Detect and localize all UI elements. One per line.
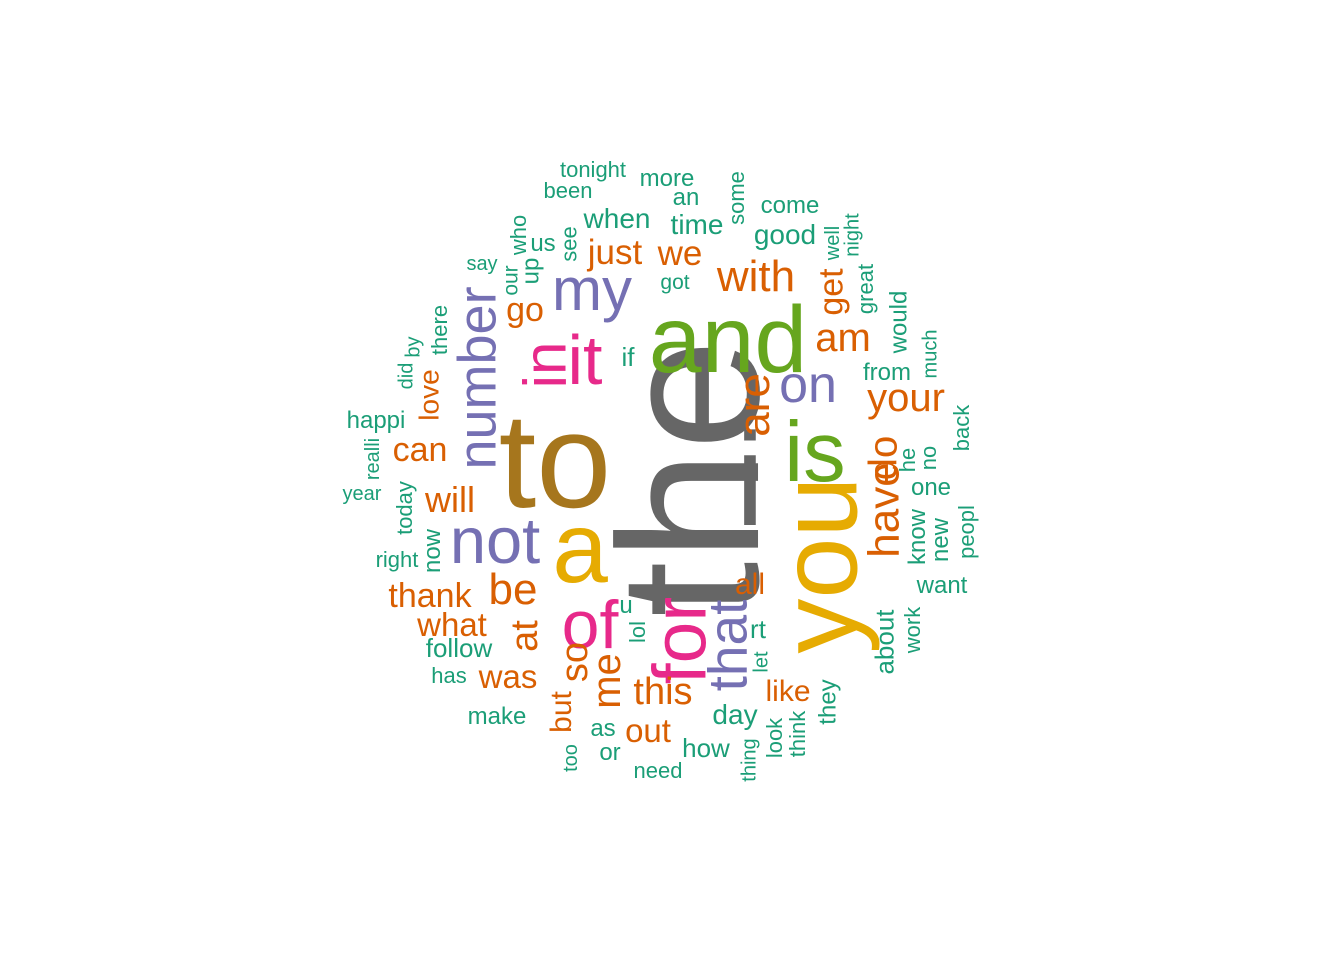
cloud-word-some: some bbox=[723, 171, 749, 225]
cloud-word-say: say bbox=[466, 253, 498, 275]
cloud-word-new: new bbox=[927, 517, 954, 563]
cloud-word-like: like bbox=[765, 675, 811, 708]
cloud-word-back: back bbox=[948, 404, 974, 452]
cloud-word-night: night bbox=[842, 213, 864, 257]
cloud-word-out: out bbox=[625, 711, 671, 749]
cloud-word-thing: thing bbox=[739, 738, 761, 782]
cloud-word-peopl: peopl bbox=[954, 505, 979, 559]
cloud-word-it: it bbox=[567, 321, 603, 399]
cloud-word-been: been bbox=[543, 178, 593, 203]
cloud-word-all: all bbox=[734, 568, 765, 601]
cloud-word-would: would bbox=[885, 290, 912, 354]
cloud-word-time: time bbox=[670, 209, 724, 240]
cloud-word-will: will bbox=[425, 479, 475, 520]
cloud-word-make: make bbox=[467, 703, 527, 730]
cloud-word-get: get bbox=[812, 268, 851, 316]
cloud-word-can: can bbox=[392, 431, 448, 469]
cloud-word-think: think bbox=[784, 710, 810, 758]
cloud-word-when: when bbox=[583, 203, 651, 234]
cloud-word-thank: thank bbox=[388, 577, 472, 615]
cloud-word-one: one bbox=[910, 474, 952, 501]
cloud-word-day: day bbox=[712, 699, 758, 730]
cloud-word-want: want bbox=[916, 572, 968, 599]
cloud-word-they: they bbox=[815, 679, 842, 725]
cloud-word-about: about bbox=[869, 609, 900, 675]
cloud-word-realli: realli bbox=[362, 437, 384, 481]
cloud-word-u: u bbox=[619, 592, 633, 619]
cloud-word-well: well bbox=[821, 225, 844, 261]
cloud-word-number: number bbox=[448, 286, 508, 470]
cloud-word-who: who bbox=[505, 214, 531, 256]
cloud-word-us: us bbox=[530, 230, 556, 257]
cloud-word-more: more bbox=[639, 165, 695, 192]
cloud-word-that: that bbox=[696, 599, 759, 691]
cloud-word-is: is bbox=[784, 404, 846, 500]
cloud-word-of: of bbox=[561, 587, 619, 663]
cloud-word-has: has bbox=[431, 663, 467, 688]
cloud-word-but: but bbox=[545, 691, 578, 733]
cloud-word-need: need bbox=[633, 758, 683, 783]
cloud-word-we: we bbox=[657, 233, 703, 273]
cloud-word-an: an bbox=[672, 184, 700, 211]
cloud-word-did: did bbox=[394, 362, 417, 390]
cloud-word-on: on bbox=[779, 356, 837, 414]
cloud-word-good: good bbox=[753, 219, 817, 250]
cloud-word-you: you bbox=[757, 476, 881, 654]
cloud-word-follow: follow bbox=[425, 633, 493, 663]
cloud-word-not: not bbox=[449, 503, 541, 577]
cloud-word-i: i bbox=[735, 406, 765, 553]
cloud-word-how: how bbox=[682, 733, 730, 763]
cloud-word-or: or bbox=[599, 739, 621, 766]
cloud-word-so: so bbox=[553, 641, 596, 683]
cloud-word-was: was bbox=[478, 657, 538, 695]
cloud-word-no: no bbox=[915, 445, 941, 471]
cloud-word-there: there bbox=[427, 304, 452, 356]
cloud-word-as: as bbox=[590, 715, 616, 742]
cloud-word-are: are bbox=[730, 373, 779, 437]
cloud-word-am: am bbox=[815, 316, 871, 360]
cloud-word-what: what bbox=[417, 605, 487, 643]
cloud-word-from: from bbox=[863, 359, 911, 386]
cloud-word-let: let bbox=[751, 651, 773, 673]
cloud-word-lol: lol bbox=[624, 620, 650, 644]
cloud-word-great: great bbox=[853, 263, 878, 315]
cloud-word-come: come bbox=[760, 192, 820, 219]
cloud-word-with: with bbox=[716, 252, 796, 301]
cloud-word-too: too bbox=[560, 744, 582, 772]
cloud-word-go: go bbox=[506, 291, 544, 329]
cloud-word-at: at bbox=[503, 620, 546, 652]
cloud-word-a: a bbox=[552, 492, 608, 604]
cloud-word-work: work bbox=[899, 606, 925, 654]
cloud-word-my: my bbox=[552, 256, 632, 323]
cloud-word-now: now bbox=[419, 528, 446, 574]
cloud-word-if: if bbox=[621, 342, 635, 372]
cloud-word-up: up bbox=[516, 257, 544, 285]
cloud-word-tonight: tonight bbox=[559, 157, 627, 182]
cloud-word-today: today bbox=[391, 481, 417, 535]
cloud-word-look: look bbox=[761, 717, 787, 759]
cloud-word-happi: happi bbox=[346, 407, 406, 434]
cloud-word-got: got bbox=[660, 270, 690, 294]
cloud-word-just: just bbox=[587, 232, 643, 272]
cloud-word-rt: rt bbox=[750, 614, 766, 644]
cloud-word-be: be bbox=[488, 565, 538, 614]
cloud-word-by: by bbox=[403, 336, 425, 358]
cloud-word-your: your bbox=[867, 376, 945, 420]
cloud-word-year: year bbox=[342, 483, 382, 505]
cloud-word-see: see bbox=[556, 226, 582, 262]
cloud-word-to: to bbox=[498, 384, 612, 536]
cloud-word-right: right bbox=[375, 547, 419, 572]
cloud-word-in: in bbox=[510, 341, 578, 389]
cloud-word-much: much bbox=[919, 329, 941, 379]
cloud-word-love: love bbox=[414, 369, 445, 421]
cloud-word-and: and bbox=[648, 286, 808, 393]
cloud-word-this: this bbox=[633, 671, 693, 713]
